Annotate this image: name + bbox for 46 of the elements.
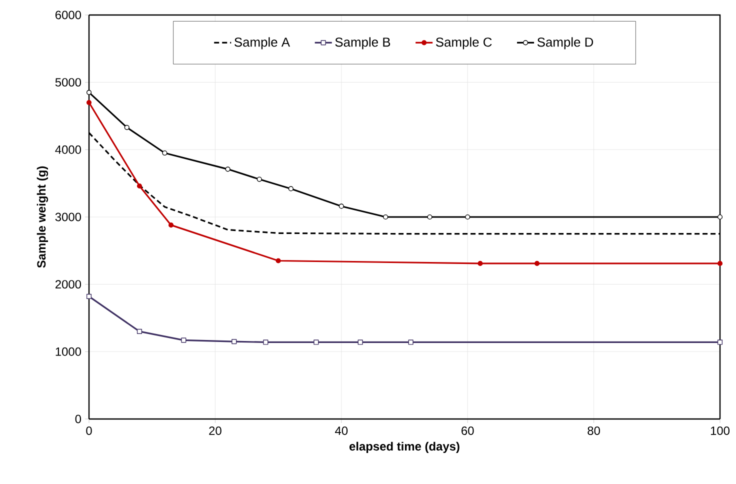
point bbox=[181, 338, 186, 343]
point bbox=[225, 166, 230, 172]
x-tick-label: 80 bbox=[588, 426, 600, 435]
x-tick-label: 60 bbox=[462, 426, 474, 435]
y-tick-label: 5000 bbox=[55, 78, 82, 87]
legend-label: Sample A bbox=[234, 37, 290, 50]
point bbox=[427, 214, 432, 220]
point bbox=[383, 214, 388, 220]
point bbox=[717, 260, 723, 266]
point bbox=[263, 340, 268, 345]
point bbox=[314, 340, 319, 345]
point bbox=[717, 214, 723, 220]
legend-label: Sample C bbox=[436, 37, 492, 50]
point bbox=[358, 340, 363, 345]
x-tick-label: 0 bbox=[86, 426, 92, 435]
y-tick-label: 4000 bbox=[55, 145, 82, 154]
point bbox=[288, 186, 294, 192]
x-tick-label: 40 bbox=[335, 426, 348, 435]
point bbox=[534, 260, 540, 266]
y-tick-label: 1000 bbox=[56, 347, 82, 356]
point bbox=[136, 183, 142, 189]
y-tick-label: 3000 bbox=[55, 212, 82, 222]
point bbox=[136, 328, 142, 334]
x-tick-label: 100 bbox=[710, 426, 730, 435]
point bbox=[338, 204, 344, 209]
point bbox=[162, 150, 168, 156]
point bbox=[232, 339, 237, 344]
point bbox=[465, 214, 470, 220]
point bbox=[168, 222, 174, 228]
legend-label: Sample B bbox=[335, 37, 390, 50]
x-axis-title: elapsed time (days) bbox=[349, 442, 460, 453]
y-tick-label: 2000 bbox=[55, 280, 82, 289]
y-tick-label: 0 bbox=[75, 414, 82, 424]
point bbox=[86, 100, 92, 106]
point bbox=[86, 294, 92, 299]
y-axis-title: Sample weight (g) bbox=[36, 166, 48, 268]
point bbox=[717, 340, 723, 345]
point bbox=[256, 176, 262, 182]
point bbox=[124, 124, 130, 130]
x-tick-label: 20 bbox=[209, 426, 222, 435]
point bbox=[408, 340, 414, 345]
point bbox=[478, 260, 483, 266]
legend-label: Sample D bbox=[537, 37, 594, 50]
point bbox=[86, 90, 92, 95]
y-tick-label: 6000 bbox=[56, 10, 82, 20]
point bbox=[276, 258, 281, 264]
